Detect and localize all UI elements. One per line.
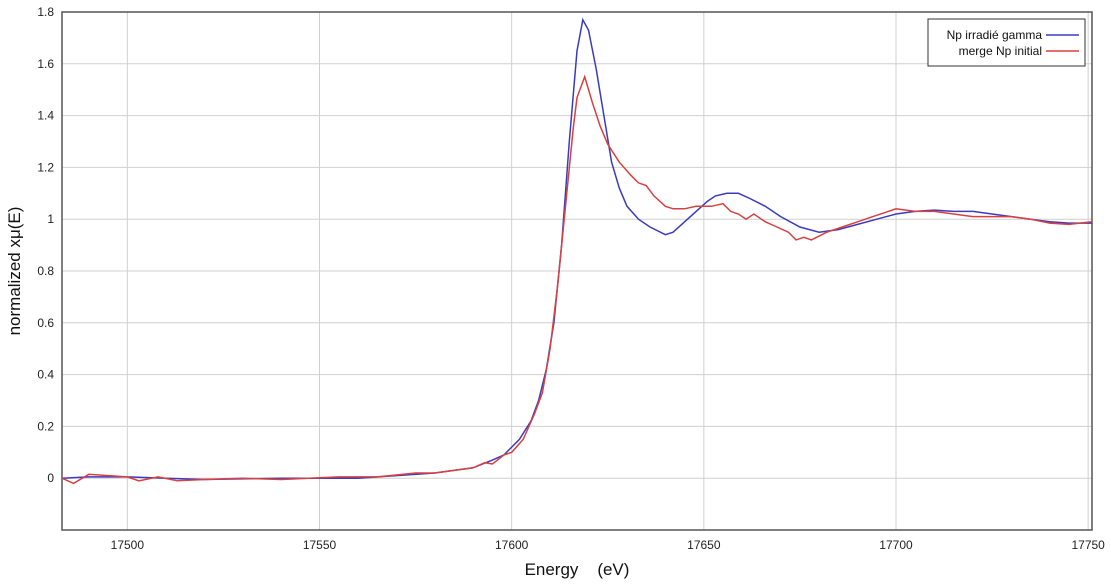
y-tick-label: 0.2 [37,419,54,433]
y-tick-label: 1 [47,212,54,226]
y-tick-label: 1.6 [37,57,54,71]
y-axis-label: normalized xμ(E) [5,207,24,336]
legend-label: merge Np initial [959,44,1042,58]
x-tick-label: 17650 [687,538,721,552]
series-line-0 [61,17,1092,481]
y-tick-label: 1.2 [37,160,54,174]
x-tick-label: 17700 [879,538,913,552]
y-tick-label: 0.8 [37,264,54,278]
legend-label: Np irradié gamma [947,28,1043,42]
x-tick-label: 17600 [495,538,529,552]
x-tick-label: 17500 [111,538,145,552]
legend-box [927,18,1086,67]
y-tick-label: 1.4 [37,109,54,123]
x-tick-label: 17550 [303,538,337,552]
y-tick-label: 1.8 [37,5,54,19]
series-line-1 [61,74,1093,485]
x-axis-label: Energy (eV) [525,560,630,579]
x-tick-label: 17750 [1071,538,1105,552]
y-tick-label: 0.4 [37,368,54,382]
y-tick-label: 0 [47,471,54,485]
y-tick-label: 0.6 [37,316,54,330]
plot-frame [61,11,1093,531]
